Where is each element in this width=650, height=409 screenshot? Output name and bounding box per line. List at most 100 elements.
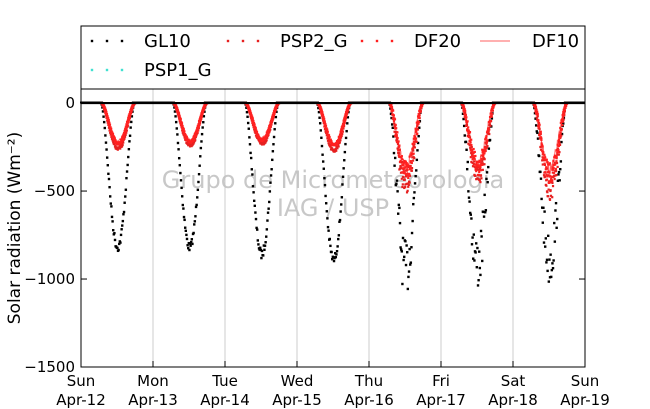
point bbox=[320, 136, 323, 140]
legend-swatch bbox=[360, 39, 364, 43]
point bbox=[178, 164, 181, 167]
point bbox=[332, 255, 335, 259]
point bbox=[267, 207, 270, 210]
point bbox=[118, 240, 122, 243]
point bbox=[484, 138, 487, 141]
point bbox=[406, 251, 409, 254]
point bbox=[263, 244, 267, 247]
point bbox=[331, 257, 334, 261]
point bbox=[480, 154, 483, 157]
point bbox=[107, 172, 110, 176]
point bbox=[103, 105, 106, 108]
point bbox=[397, 203, 400, 207]
point bbox=[329, 138, 332, 141]
point bbox=[102, 120, 106, 124]
point bbox=[107, 117, 110, 120]
x-tick-label-day: Thu bbox=[354, 372, 383, 390]
point bbox=[324, 202, 328, 205]
point bbox=[122, 137, 125, 140]
point bbox=[180, 122, 184, 125]
point bbox=[468, 211, 472, 215]
point bbox=[393, 130, 396, 133]
point bbox=[406, 189, 409, 192]
point bbox=[324, 194, 327, 198]
point bbox=[560, 127, 563, 131]
point bbox=[177, 156, 181, 160]
point bbox=[105, 112, 109, 116]
point bbox=[392, 135, 395, 138]
point bbox=[125, 129, 128, 132]
point bbox=[111, 132, 115, 136]
point bbox=[192, 231, 195, 235]
point bbox=[193, 220, 197, 223]
point bbox=[480, 157, 483, 161]
point bbox=[130, 109, 133, 112]
point bbox=[410, 231, 414, 235]
point bbox=[271, 150, 275, 153]
point bbox=[256, 239, 260, 242]
point bbox=[249, 151, 252, 155]
point bbox=[248, 108, 251, 111]
point bbox=[408, 164, 411, 167]
point bbox=[335, 143, 338, 147]
point bbox=[402, 176, 405, 179]
point bbox=[270, 168, 273, 171]
point bbox=[467, 196, 471, 199]
point bbox=[113, 238, 117, 242]
point bbox=[392, 151, 396, 155]
point bbox=[462, 124, 466, 128]
point bbox=[116, 141, 119, 144]
point bbox=[556, 147, 559, 150]
x-tick-label-day: Mon bbox=[137, 372, 169, 390]
point bbox=[123, 201, 126, 204]
point bbox=[547, 234, 550, 238]
point bbox=[403, 170, 406, 173]
point bbox=[560, 124, 563, 127]
point bbox=[323, 120, 326, 123]
point bbox=[182, 131, 186, 134]
point bbox=[202, 108, 205, 111]
point bbox=[400, 155, 403, 158]
point bbox=[336, 142, 339, 145]
point bbox=[479, 229, 483, 233]
point bbox=[475, 166, 478, 170]
point bbox=[543, 210, 546, 213]
point bbox=[330, 250, 333, 254]
point bbox=[478, 250, 481, 253]
point bbox=[341, 175, 345, 178]
point bbox=[101, 106, 104, 109]
point bbox=[551, 184, 555, 188]
point bbox=[125, 170, 129, 173]
point bbox=[119, 233, 123, 237]
point bbox=[492, 105, 495, 108]
point bbox=[554, 209, 557, 212]
point bbox=[547, 280, 551, 283]
point bbox=[403, 172, 406, 175]
point bbox=[339, 135, 342, 138]
legend-swatch bbox=[375, 39, 379, 43]
point bbox=[404, 160, 407, 163]
point bbox=[548, 162, 551, 165]
point bbox=[200, 114, 203, 117]
point bbox=[462, 103, 465, 106]
point bbox=[267, 128, 271, 131]
point bbox=[544, 168, 547, 171]
point bbox=[478, 159, 481, 162]
point bbox=[401, 160, 404, 163]
point bbox=[467, 135, 471, 139]
point bbox=[551, 166, 554, 169]
point bbox=[554, 201, 558, 205]
point bbox=[121, 138, 124, 142]
point bbox=[323, 176, 326, 180]
point bbox=[129, 126, 132, 129]
point bbox=[491, 109, 494, 112]
point bbox=[265, 235, 268, 238]
point bbox=[190, 240, 193, 244]
point bbox=[178, 114, 181, 117]
point bbox=[485, 177, 488, 181]
point bbox=[473, 174, 477, 177]
point bbox=[471, 236, 474, 239]
point bbox=[173, 110, 177, 113]
point bbox=[269, 174, 273, 177]
point bbox=[340, 203, 343, 206]
